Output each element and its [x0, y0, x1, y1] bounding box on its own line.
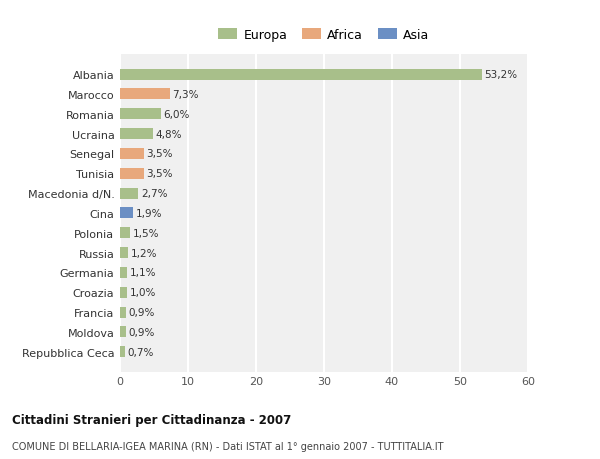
- Bar: [120, 69, 482, 80]
- Text: 2,7%: 2,7%: [141, 189, 167, 199]
- Bar: [120, 168, 144, 179]
- Bar: [120, 188, 139, 199]
- Text: 1,0%: 1,0%: [130, 288, 156, 297]
- Text: 3,5%: 3,5%: [146, 169, 173, 179]
- Text: 0,9%: 0,9%: [129, 308, 155, 317]
- Bar: [120, 327, 126, 338]
- Text: 1,9%: 1,9%: [136, 208, 162, 218]
- Bar: [120, 347, 125, 358]
- Bar: [120, 228, 130, 239]
- Text: 0,9%: 0,9%: [129, 327, 155, 337]
- Text: 1,5%: 1,5%: [133, 228, 160, 238]
- Text: 3,5%: 3,5%: [146, 149, 173, 159]
- Text: COMUNE DI BELLARIA-IGEA MARINA (RN) - Dati ISTAT al 1° gennaio 2007 - TUTTITALIA: COMUNE DI BELLARIA-IGEA MARINA (RN) - Da…: [12, 441, 443, 451]
- Bar: [120, 208, 133, 219]
- Bar: [120, 287, 127, 298]
- Text: 6,0%: 6,0%: [164, 110, 190, 119]
- Bar: [120, 149, 144, 160]
- Bar: [120, 247, 128, 258]
- Text: 4,8%: 4,8%: [155, 129, 182, 139]
- Text: 53,2%: 53,2%: [484, 70, 518, 80]
- Bar: [120, 109, 161, 120]
- Bar: [120, 267, 127, 278]
- Text: 7,3%: 7,3%: [172, 90, 199, 100]
- Text: Cittadini Stranieri per Cittadinanza - 2007: Cittadini Stranieri per Cittadinanza - 2…: [12, 413, 291, 426]
- Text: 0,7%: 0,7%: [127, 347, 154, 357]
- Bar: [120, 307, 126, 318]
- Legend: Europa, Africa, Asia: Europa, Africa, Asia: [216, 27, 432, 45]
- Text: 1,2%: 1,2%: [131, 248, 157, 258]
- Bar: [120, 89, 170, 100]
- Text: 1,1%: 1,1%: [130, 268, 157, 278]
- Bar: [120, 129, 152, 140]
